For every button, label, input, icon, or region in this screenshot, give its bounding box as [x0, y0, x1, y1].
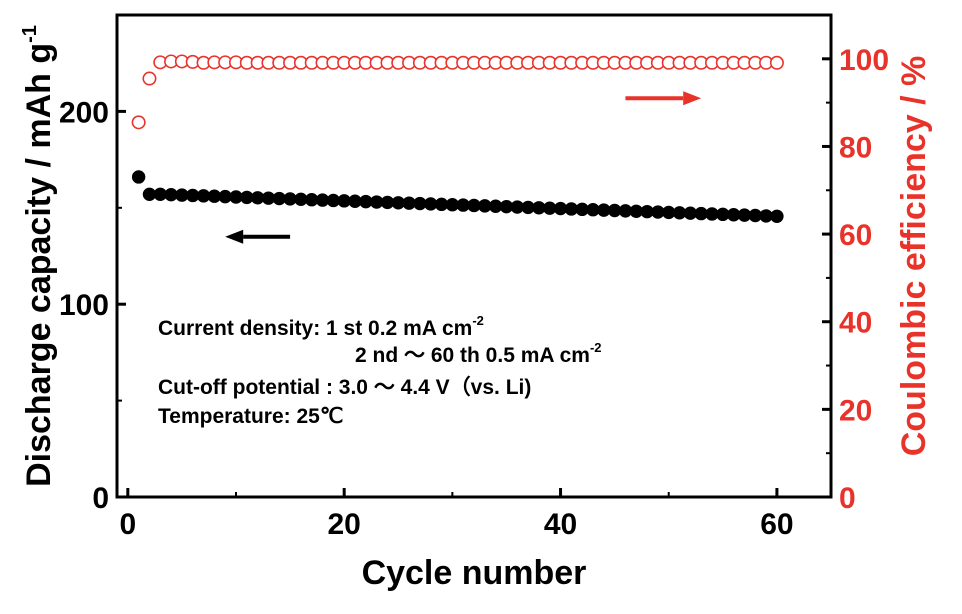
plot-frame: [115, 13, 833, 499]
series-arrows: [225, 91, 702, 244]
svg-text:Discharge capacity / mAh g-1: Discharge capacity / mAh g-1: [19, 25, 58, 487]
left-y-axis-ticks: 0 100 200: [59, 96, 126, 515]
left-axis-arrow-head: [225, 229, 244, 244]
right-y-tick-label: 80: [839, 131, 872, 164]
coulombic-efficiency-series: [131, 54, 784, 130]
right-y-tick-label: 60: [839, 219, 872, 252]
discharge-capacity-series: [131, 170, 784, 223]
coulombic-efficiency-point: [142, 71, 157, 86]
coulombic-efficiency-point: [769, 55, 784, 70]
right-y-axis-ticks: 0 20 40 60 80 100: [822, 14, 889, 515]
x-tick-label: 20: [327, 508, 360, 541]
annotation-line4: Temperature: 25℃: [158, 405, 343, 428]
svg-text:2 nd ～ 60 th 0.5 mA cm-2: 2 nd ～ 60 th 0.5 mA cm-2: [355, 340, 602, 367]
svg-text:Current density: 1 st 0.2 mA c: Current density: 1 st 0.2 mA cm-2: [158, 313, 484, 340]
annotation-line1-sup: -2: [472, 313, 484, 328]
x-axis-ticks: 0 20 40 60: [119, 488, 794, 541]
right-y-tick-label: 20: [839, 394, 872, 427]
coulombic-efficiency-point: [131, 115, 146, 130]
annotation-line1: Current density: 1 st 0.2 mA cm: [158, 317, 472, 340]
x-tick-label: 40: [544, 508, 577, 541]
left-y-tick-label: 100: [59, 289, 109, 322]
annotation-line2: 2 nd ～ 60 th 0.5 mA cm: [355, 344, 590, 367]
left-y-axis-title: Discharge capacity / mAh g-1: [19, 25, 58, 487]
right-y-tick-label: 100: [839, 44, 889, 77]
right-axis-arrow-head: [683, 91, 702, 106]
left-y-tick-label: 0: [92, 482, 109, 515]
conditions-annotation: Current density: 1 st 0.2 mA cm-2 2 nd ～…: [158, 313, 602, 428]
discharge-capacity-point: [770, 209, 784, 223]
x-tick-label: 60: [760, 508, 793, 541]
right-y-axis-title-text: Coulombic efficiency / %: [895, 56, 933, 457]
left-y-axis-title-text: Discharge capacity / mAh g: [20, 43, 58, 487]
discharge-capacity-point: [131, 170, 146, 184]
left-y-tick-label: 200: [59, 96, 109, 129]
annotation-line2-sup: -2: [590, 340, 602, 355]
right-y-axis-title: Coulombic efficiency / %: [895, 56, 933, 457]
annotation-line3: Cut-off potential : 3.0 ～ 4.4 V（vs. Li): [158, 375, 531, 399]
x-tick-label: 0: [119, 508, 136, 541]
x-axis-title: Cycle number: [362, 554, 587, 592]
left-y-axis-title-sup: -1: [19, 25, 41, 43]
right-y-tick-label: 40: [839, 307, 872, 340]
right-y-tick-label: 0: [839, 482, 856, 515]
